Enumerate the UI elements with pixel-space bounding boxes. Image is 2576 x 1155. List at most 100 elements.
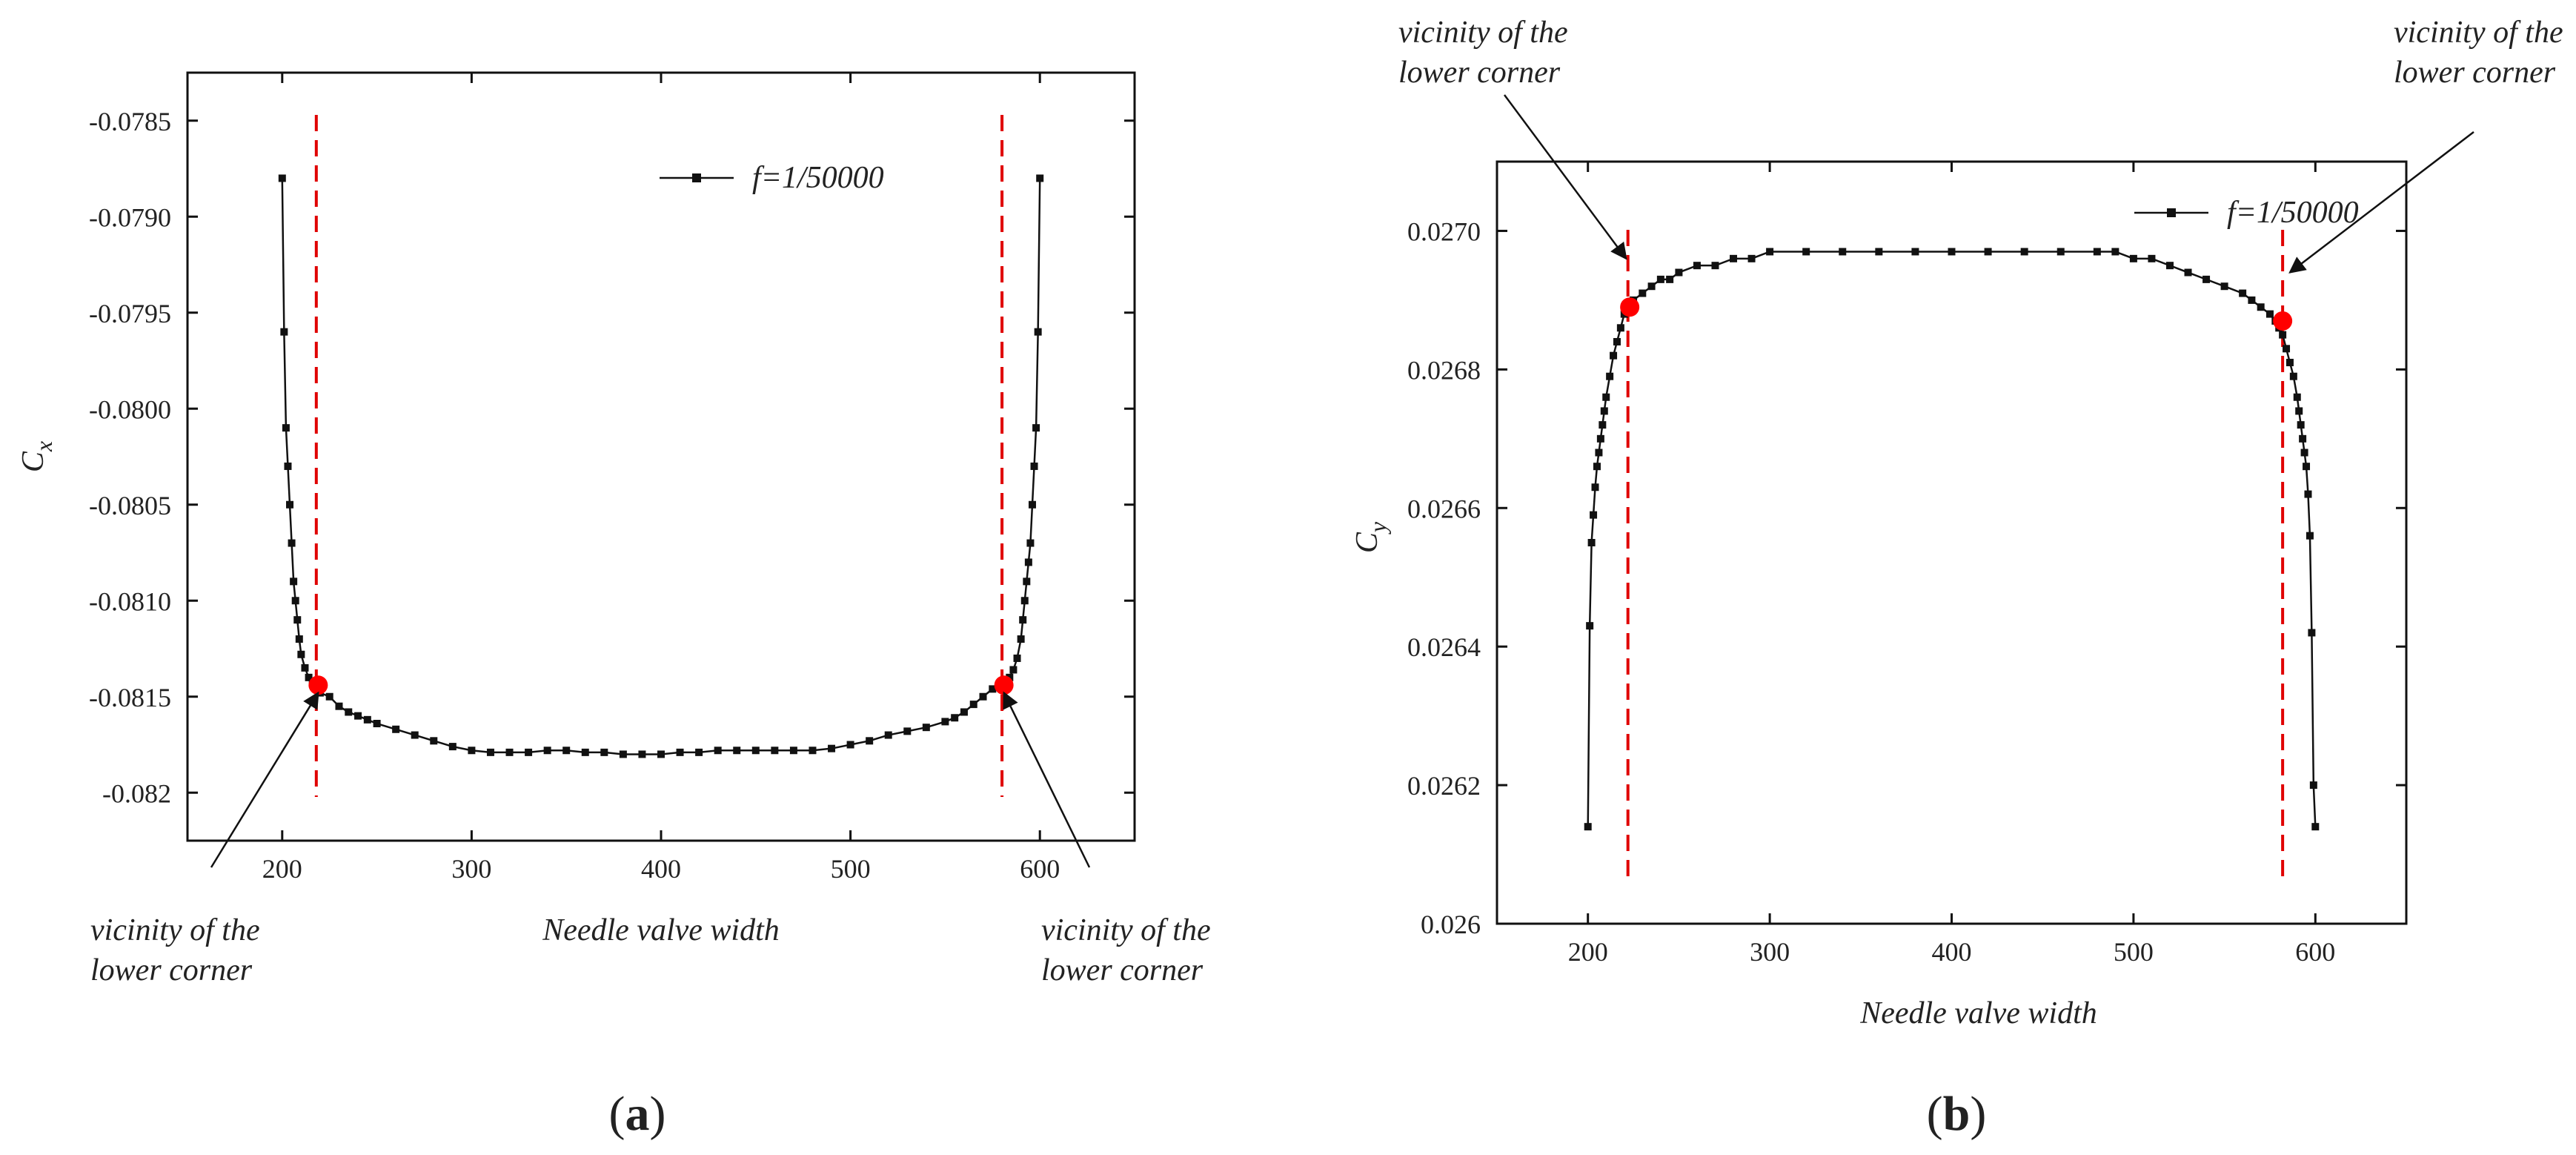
y-tick-label: -0.0795 xyxy=(89,299,171,328)
y-tick-label: -0.0790 xyxy=(89,202,171,232)
reference-lines xyxy=(314,115,1004,797)
data-point xyxy=(1693,262,1701,270)
data-point xyxy=(1599,421,1607,429)
y-axis-label-main: C xyxy=(1350,532,1384,553)
y-axis-label: Cx xyxy=(16,441,57,472)
data-point xyxy=(2308,629,2316,637)
data-point xyxy=(733,747,741,755)
data-point xyxy=(1639,289,1647,297)
data-point xyxy=(695,748,703,756)
data-point xyxy=(1675,268,1683,277)
data-point xyxy=(1602,393,1610,401)
data-point xyxy=(2184,268,2192,277)
highlight-points xyxy=(1620,297,2293,331)
annotation-right: vicinity of the lower corner xyxy=(1003,691,1211,987)
data-point xyxy=(1019,616,1027,624)
data-point xyxy=(1766,248,1774,256)
data-point xyxy=(2299,434,2307,443)
data-point xyxy=(846,741,854,749)
data-point xyxy=(581,748,589,756)
data-point xyxy=(1802,248,1810,256)
highlight-points xyxy=(308,675,1014,695)
y-axis-ticks: 0.026 0.0262 0.0264 0.0266 0.0268 0.0270 xyxy=(1407,216,2406,939)
panel-label-close: ) xyxy=(650,1087,666,1141)
data-point xyxy=(335,702,343,710)
data-point xyxy=(2020,248,2028,256)
data-point xyxy=(2093,248,2101,256)
data-point xyxy=(1875,248,1883,256)
data-point xyxy=(1596,434,1604,443)
data-point xyxy=(280,328,288,336)
data-point xyxy=(345,708,353,716)
data-point xyxy=(989,685,997,693)
data-point xyxy=(2293,393,2301,401)
highlight-point xyxy=(1620,297,1640,317)
data-point xyxy=(2295,407,2303,415)
y-tick-label: 0.026 xyxy=(1421,910,1481,939)
data-point xyxy=(866,737,874,745)
data-point xyxy=(525,748,533,756)
data-point xyxy=(505,748,514,756)
data-point xyxy=(1666,275,1674,283)
data-point xyxy=(468,747,476,755)
data-point xyxy=(619,750,627,758)
data-point xyxy=(1711,262,1719,270)
highlight-point xyxy=(994,675,1014,695)
data-point xyxy=(1911,248,1919,256)
data-point xyxy=(1984,248,1992,256)
data-point xyxy=(293,616,302,624)
data-point xyxy=(979,692,987,701)
annotation-arrow xyxy=(1003,691,1091,868)
x-tick-label: 400 xyxy=(1932,937,1972,967)
y-axis-label-sub: x xyxy=(30,441,57,452)
data-point xyxy=(751,747,760,755)
data-point xyxy=(2311,823,2320,831)
data-point xyxy=(2239,289,2247,297)
panel-label: (b) xyxy=(1927,1087,1987,1141)
annotation-line2: lower corner xyxy=(1398,56,1561,90)
panel-label: (a) xyxy=(609,1087,666,1141)
x-axis-ticks: 200 300 400 500 600 xyxy=(1568,162,2335,967)
y-axis-ticks: -0.0785 -0.0790 -0.0795 -0.0800 -0.0805 -0.08… xyxy=(89,107,1135,808)
data-point xyxy=(657,750,665,758)
y-axis-label-main: C xyxy=(16,451,50,472)
data-point xyxy=(2283,345,2291,353)
y-tick-label: -0.082 xyxy=(102,778,171,808)
data-point xyxy=(486,748,494,756)
data-point xyxy=(363,715,371,724)
data-point xyxy=(305,673,313,681)
data-point xyxy=(2165,262,2174,270)
data-point xyxy=(1020,597,1029,605)
chart-panel-b: 200 300 400 500 600 0.0260.02620.02640.02660… xyxy=(1350,16,2563,1141)
y-tick-label: -0.0815 xyxy=(89,683,171,712)
series-line xyxy=(1587,251,2317,827)
data-point xyxy=(2306,532,2314,540)
x-tick-label: 600 xyxy=(2295,937,2335,967)
data-point xyxy=(411,731,419,739)
data-point xyxy=(278,174,286,182)
data-point xyxy=(1590,511,1598,519)
annotation-left: vicinity of the lower corner xyxy=(1398,16,1627,260)
data-point xyxy=(1600,407,1608,415)
plot-frame xyxy=(1496,160,2408,925)
annotation-line2: lower corner xyxy=(1041,953,1204,987)
y-tick-label: 0.0270 xyxy=(1407,216,1481,246)
data-point xyxy=(1610,351,1618,360)
data-point xyxy=(2297,421,2305,429)
y-tick-label: -0.0785 xyxy=(89,107,171,136)
y-axis-label-sub: y xyxy=(1364,521,1391,535)
data-point xyxy=(960,708,968,716)
x-axis-ticks: 200 300 400 500 600 xyxy=(262,73,1060,884)
data-point xyxy=(1036,174,1044,182)
data-point xyxy=(448,743,457,751)
annotation-arrow xyxy=(1503,94,1627,260)
x-axis-label: Needle valve width xyxy=(542,913,780,947)
highlight-point xyxy=(308,675,328,695)
data-point xyxy=(284,462,292,470)
data-point xyxy=(2300,449,2308,457)
legend-label: f=1/50000 xyxy=(2227,196,2359,230)
data-point xyxy=(2248,296,2256,304)
legend-marker xyxy=(2167,208,2176,217)
data-point xyxy=(2304,490,2312,498)
data-point xyxy=(2265,310,2274,318)
